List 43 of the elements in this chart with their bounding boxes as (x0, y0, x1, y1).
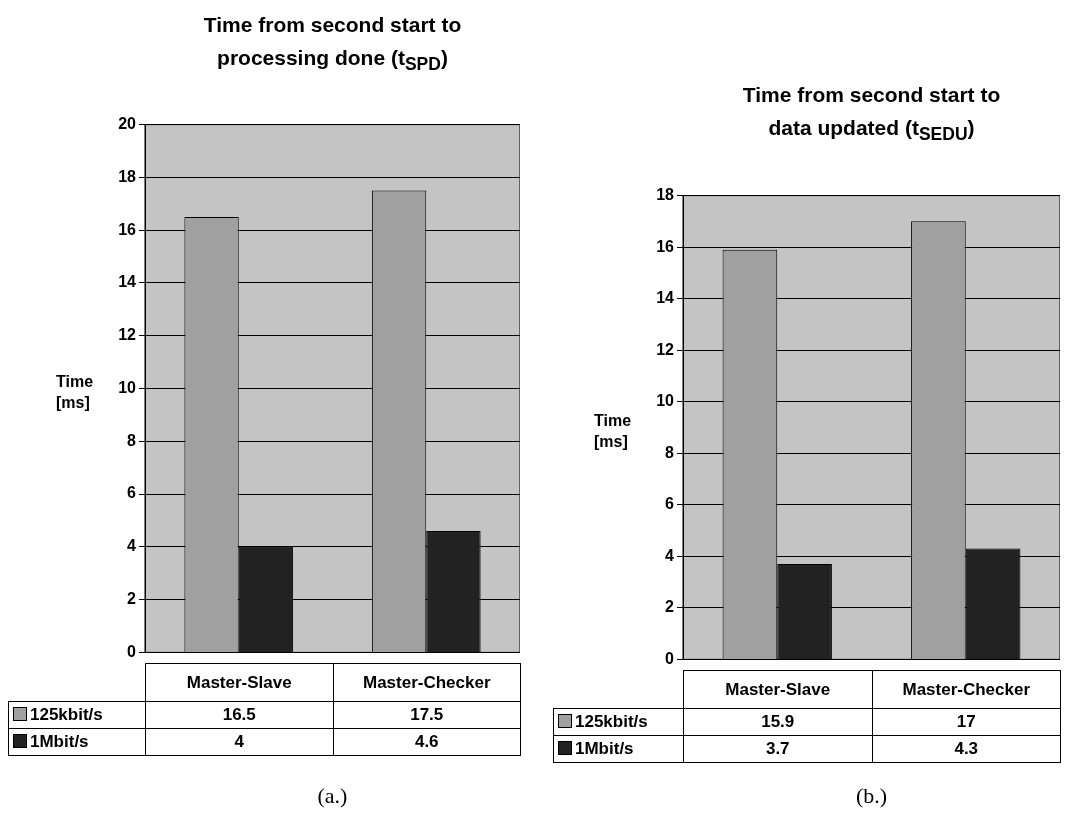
y-axis-title: Time [ms] (56, 371, 95, 413)
legend-label: 125kbit/s (553, 708, 684, 736)
y-tick-label: 10 (656, 392, 675, 410)
y-tick-label: 2 (665, 598, 675, 616)
x-tick-label: Master-Checker (872, 670, 1061, 709)
data-label: 17 (872, 708, 1061, 736)
y-tick-label: 4 (665, 546, 675, 564)
legend-label: 1Mbit/s (553, 735, 684, 763)
chart-title: Time from second start to data updated (t$_{SEDU}$) (741, 82, 1002, 147)
text: (b.) (854, 783, 889, 809)
y-tick-label: 10 (118, 378, 137, 396)
y-tick-label: 16 (118, 220, 137, 238)
legend-label: 125kbit/s (8, 701, 146, 729)
y-tick-label: 18 (118, 167, 137, 185)
y-tick-label: 8 (127, 431, 137, 449)
data-label: 4 (145, 728, 333, 756)
y-tick-label: 18 (656, 186, 675, 204)
y-tick-label: 16 (656, 237, 675, 255)
data-label: 17.5 (333, 701, 521, 729)
data-label: 15.9 (683, 708, 872, 736)
data-label: 16.5 (145, 701, 333, 729)
chart-title: Time from second start to processing done (t$_{SPD}$) (202, 12, 463, 77)
y-tick-label: 0 (665, 649, 675, 667)
y-tick-label: 8 (665, 443, 675, 461)
y-tick-label: 0 (127, 642, 137, 660)
y-tick-label: 4 (127, 537, 137, 555)
y-tick-label: 2 (127, 590, 137, 608)
y-tick-label: 12 (118, 326, 137, 344)
data-label: 3.7 (683, 735, 872, 763)
y-axis-title: Time [ms] (594, 410, 633, 452)
y-tick-label: 20 (118, 115, 137, 133)
y-tick-label: 6 (665, 495, 675, 513)
data-label: 4.6 (333, 728, 521, 756)
y-tick-label: 6 (127, 484, 137, 502)
text: (a.) (316, 783, 349, 809)
data-label: 4.3 (872, 735, 1061, 763)
x-tick-label: Master-Slave (145, 663, 333, 702)
x-tick-label: Master-Slave (683, 670, 872, 709)
y-tick-label: 14 (118, 273, 137, 291)
legend-label: 1Mbit/s (8, 728, 146, 756)
x-tick-label: Master-Checker (333, 663, 521, 702)
y-tick-label: 12 (656, 340, 675, 358)
y-tick-label: 14 (656, 289, 675, 307)
